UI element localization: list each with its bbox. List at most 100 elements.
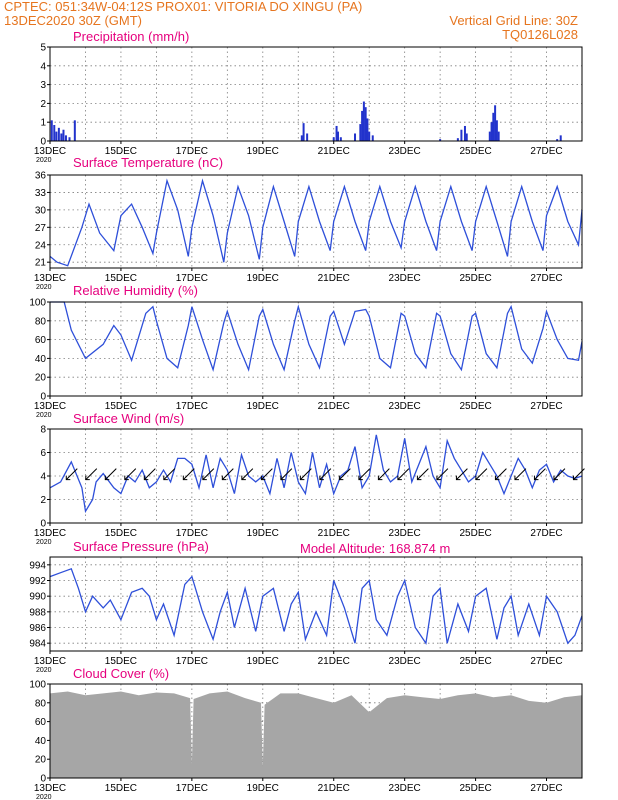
wind-arrow-head [299,475,305,481]
temperature-ytick: 30 [35,205,47,216]
wind-ytick: 6 [40,448,46,459]
precip-bar [57,127,60,141]
cloud-xtick: 13DEC [34,783,66,794]
precip-xtick: 15DEC [105,146,137,157]
wind-title: Surface Wind (m/s) [73,411,184,426]
temperature-xtick: 23DEC [389,273,421,284]
precip-bar [361,110,364,141]
precip-bar [460,129,463,141]
pressure-ytick: 988 [29,607,46,618]
precip-ytick: 2 [40,99,46,110]
precip-xtick: 27DEC [530,146,562,157]
wind-arrow [182,468,195,481]
precip-bar [62,129,65,141]
wind-arrow-head [514,475,519,481]
humidity-xtick: 15DEC [105,401,137,412]
humidity-ytick: 40 [35,354,47,365]
precip-bar [368,131,371,141]
pressure-xtick: 23DEC [389,656,421,667]
cloud-area [50,691,582,778]
pressure-ytick: 984 [29,639,46,650]
wind-year-label: 2020 [36,539,52,546]
wind-xtick: 27DEC [530,528,562,539]
wind-arrow-head [494,475,500,481]
humidity-xtick: 25DEC [459,401,491,412]
humidity-ytick: 80 [35,316,47,327]
wind-arrow-head [377,475,383,481]
temperature-title: Surface Temperature (nC) [73,155,223,170]
wind-arrow [534,468,546,481]
wind-arrow [163,468,176,481]
temperature-ytick: 36 [35,171,47,182]
wind-arrow-head [319,475,324,481]
wind-arrow-head [572,475,578,481]
precip-xtick: 23DEC [389,146,421,157]
precip-bar [492,112,495,141]
precip-bar [332,137,335,141]
wind-arrow [456,468,468,481]
cloud-xtick: 19DEC [247,783,279,794]
wind-arrow [339,468,351,481]
temperature-xtick: 13DEC [34,273,66,284]
pressure-frame [49,556,583,652]
wind-ytick: 0 [40,519,46,530]
humidity-xtick: 21DEC [318,401,350,412]
humidity-xtick: 17DEC [176,401,208,412]
grid-note: Vertical Grid Line: 30Z [449,13,578,28]
wind-arrow [436,468,449,481]
pressure-year-label: 2020 [36,667,52,674]
precip-bar [302,123,305,141]
precip-bar [55,131,58,141]
cloud-ytick: 60 [35,717,47,728]
humidity-frame [49,301,583,397]
cloud-ytick: 100 [29,680,46,691]
precip-bar [64,135,67,141]
wind-xtick: 21DEC [318,528,350,539]
cloud-xtick: 21DEC [318,783,350,794]
humidity-year-label: 2020 [36,412,52,419]
wind-arrow-head [241,475,246,481]
wind-arrow-head [416,475,422,481]
pressure-xtick: 27DEC [530,656,562,667]
precip-ytick: 3 [40,80,46,91]
precip-bar [364,107,367,141]
pressure-ytick: 994 [29,560,46,571]
wind-xtick: 19DEC [247,528,279,539]
wind-xtick: 23DEC [389,528,421,539]
wind-arrow-head [104,475,110,481]
precip-bar [465,133,468,141]
wind-arrow-head [85,475,90,481]
wind-arrow-head [202,475,207,481]
wind-ytick: 8 [40,425,46,436]
wind-arrow-head [143,475,149,481]
humidity-ytick: 0 [40,392,46,403]
precip-bar [362,101,365,141]
wind-arrow [553,468,566,481]
precip-xtick: 13DEC [34,146,66,157]
wind-arrow [260,468,273,481]
pressure-series-line [49,567,583,645]
wind-arrow [378,468,390,481]
precip-bar [439,139,442,141]
header-date: 13DEC2020 30Z (GMT) [4,13,142,28]
wind-xtick: 13DEC [34,528,66,539]
wind-arrow-head [221,475,227,481]
precip-bar [456,138,459,141]
pressure-ytick: 986 [29,623,46,634]
precip-bar [366,118,369,141]
pressure-xtick: 15DEC [105,656,137,667]
temperature-xtick: 15DEC [105,273,137,284]
precip-xtick: 17DEC [176,146,208,157]
precip-title: Precipitation (mm/h) [73,29,189,44]
wind-arrow [65,468,78,481]
humidity-xtick: 23DEC [389,401,421,412]
precip-bar [359,124,362,141]
cloud-ytick: 80 [35,698,47,709]
precip-ytick: 5 [40,43,46,54]
precip-bar [306,133,309,141]
wind-arrow-head [124,475,129,481]
cloud-ytick: 0 [40,774,46,785]
temperature-ytick: 21 [35,258,47,269]
precip-year-label: 2020 [36,157,52,164]
cloud-xtick: 25DEC [459,783,491,794]
